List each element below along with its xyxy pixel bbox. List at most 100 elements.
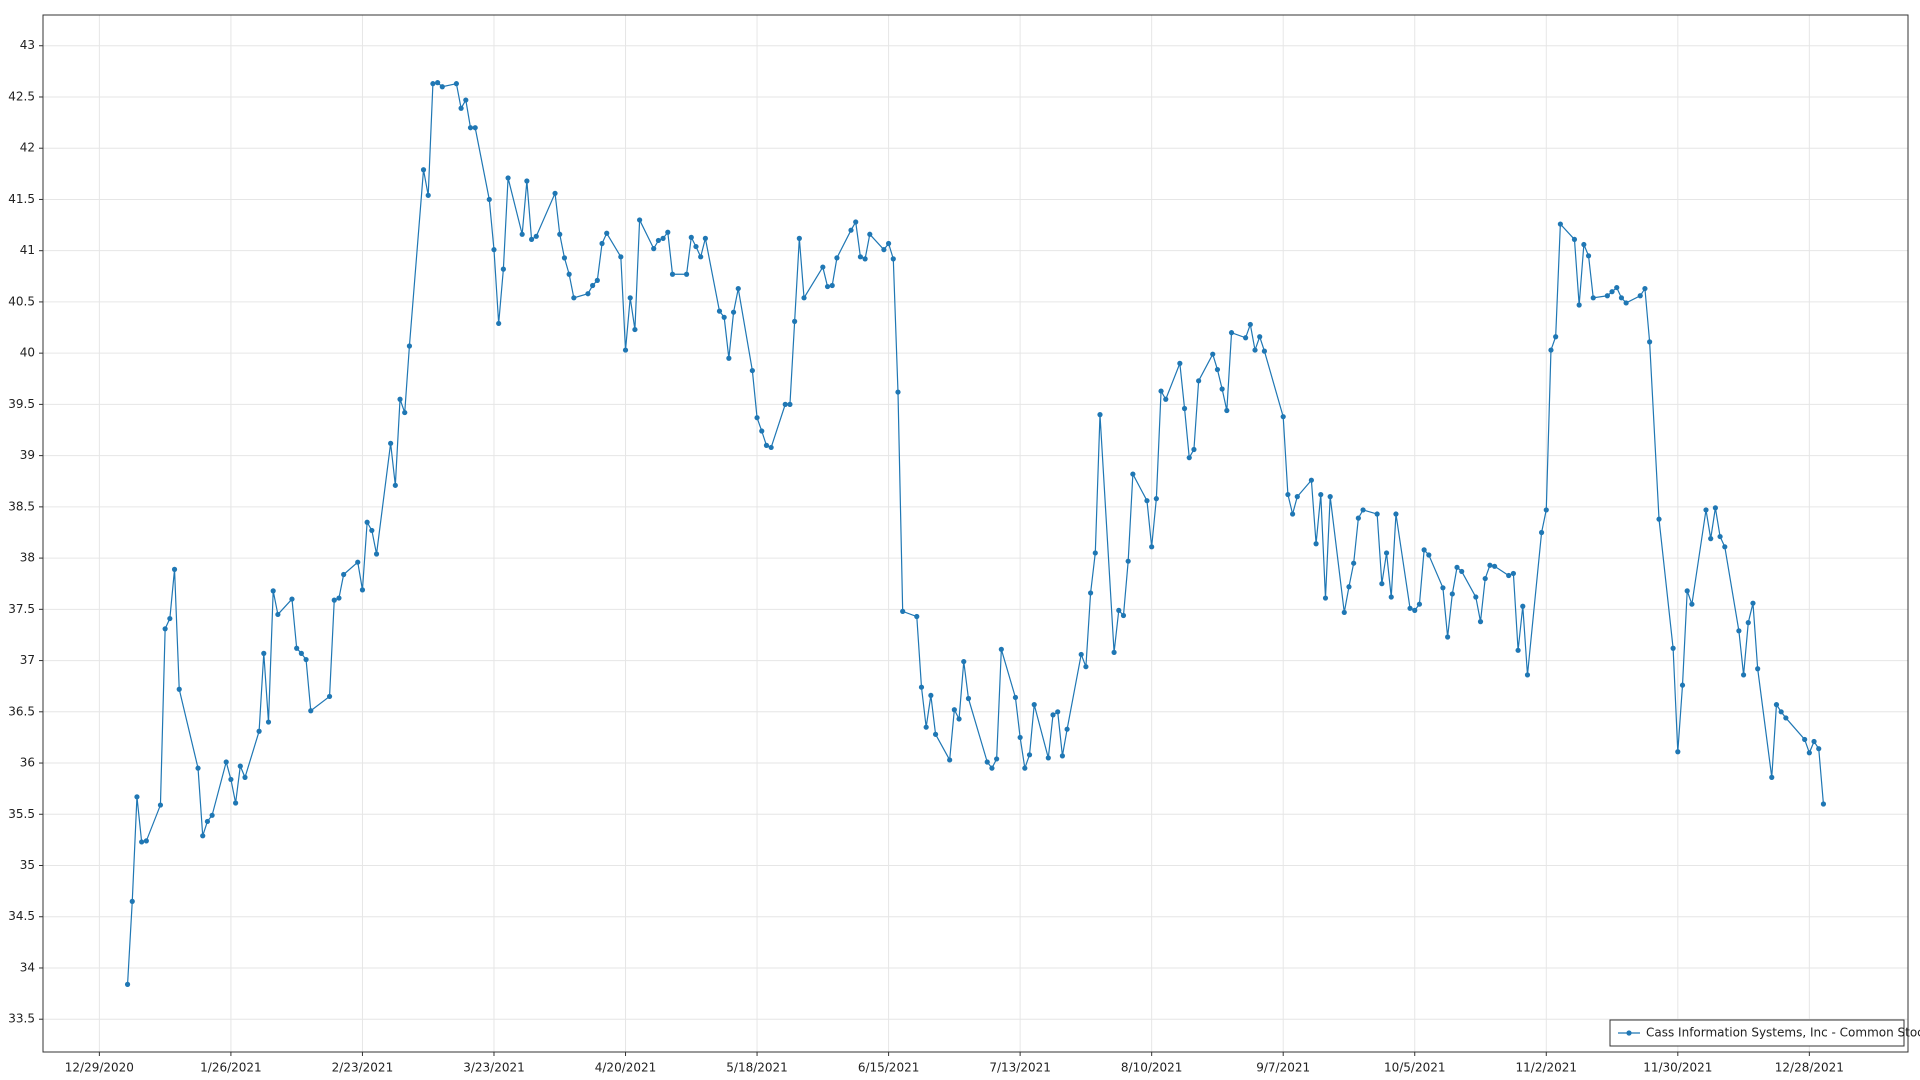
data-point — [1736, 628, 1742, 634]
data-point — [1341, 609, 1347, 616]
data-point — [1675, 749, 1681, 755]
data-point — [139, 839, 145, 845]
data-point — [397, 396, 403, 402]
data-point — [458, 105, 464, 111]
data-point — [1487, 562, 1493, 568]
data-point — [1426, 552, 1432, 558]
data-point — [1811, 738, 1817, 745]
x-tick-label: 11/2/2021 — [1516, 1061, 1578, 1075]
x-tick-label: 12/29/2020 — [65, 1061, 134, 1075]
data-point — [242, 774, 248, 780]
data-point — [1590, 295, 1596, 301]
data-point — [1243, 335, 1249, 341]
data-point — [134, 794, 140, 800]
data-point — [1163, 396, 1169, 402]
data-point — [1257, 334, 1263, 340]
data-point — [824, 283, 831, 290]
data-point — [998, 646, 1004, 652]
data-point — [223, 759, 229, 765]
data-point — [1421, 547, 1427, 553]
x-tick-label: 2/23/2021 — [332, 1061, 394, 1075]
x-tick-label: 3/23/2021 — [463, 1061, 525, 1075]
data-point — [1445, 634, 1451, 640]
data-point — [561, 255, 568, 261]
data-point — [505, 175, 511, 181]
data-point — [1214, 366, 1221, 373]
data-point — [1111, 649, 1117, 655]
data-point — [585, 291, 591, 297]
data-point — [1491, 563, 1498, 569]
data-point — [1614, 284, 1620, 291]
data-point — [1712, 505, 1718, 511]
data-point — [1116, 607, 1122, 613]
data-point — [1520, 603, 1526, 609]
y-tick-label: 39.5 — [8, 397, 35, 411]
data-point — [947, 757, 953, 763]
data-point — [1012, 694, 1019, 701]
data-point — [143, 838, 149, 844]
data-point — [1769, 774, 1775, 780]
data-point — [359, 587, 366, 593]
data-point — [1515, 647, 1521, 653]
data-point — [1289, 511, 1296, 517]
data-point — [1149, 544, 1155, 550]
data-point — [989, 765, 995, 771]
legend-label: Cass Information Systems, Inc - Common S… — [1646, 1026, 1920, 1040]
data-point — [1210, 351, 1216, 357]
data-point — [355, 559, 361, 565]
data-point — [932, 731, 939, 737]
data-point — [787, 401, 793, 407]
data-point — [571, 295, 577, 301]
data-point — [1689, 601, 1695, 607]
data-point — [1050, 712, 1056, 718]
data-point — [1482, 575, 1488, 582]
data-point — [829, 282, 835, 289]
data-point — [1031, 702, 1037, 708]
y-tick-label: 36 — [20, 756, 35, 770]
data-point — [1473, 594, 1479, 600]
data-point — [594, 277, 600, 283]
data-point — [1383, 550, 1390, 556]
data-point — [1346, 584, 1352, 590]
data-point — [1642, 285, 1648, 292]
data-point — [388, 440, 394, 446]
data-point — [1722, 544, 1728, 550]
data-point — [1684, 588, 1690, 594]
data-point — [749, 367, 755, 374]
data-point — [1806, 750, 1812, 756]
y-tick-label: 42 — [20, 141, 35, 155]
data-point — [965, 695, 972, 702]
data-point — [735, 285, 741, 292]
data-point — [763, 442, 770, 448]
data-point — [406, 343, 413, 349]
data-point — [1553, 334, 1559, 340]
data-point — [209, 812, 215, 818]
data-point — [1374, 511, 1380, 517]
data-point — [928, 692, 934, 699]
data-point — [1576, 302, 1582, 308]
data-point — [557, 231, 563, 237]
data-point — [618, 254, 624, 260]
data-point — [1247, 321, 1253, 328]
data-point — [204, 818, 211, 825]
data-point — [1449, 591, 1455, 597]
data-point — [491, 247, 497, 253]
data-point — [261, 650, 267, 656]
data-point — [1708, 536, 1714, 542]
data-point — [294, 645, 300, 651]
data-point — [228, 776, 234, 783]
data-point — [373, 551, 380, 557]
data-point — [702, 235, 708, 241]
data-point — [1327, 494, 1333, 500]
data-point — [1416, 601, 1423, 607]
data-point — [669, 271, 676, 277]
data-point — [1609, 289, 1615, 295]
data-point — [1750, 600, 1756, 606]
data-point — [683, 271, 690, 277]
y-tick-label: 41.5 — [8, 192, 35, 206]
data-point — [1294, 494, 1300, 500]
data-point — [1637, 293, 1643, 299]
data-point — [289, 596, 295, 602]
data-point — [759, 428, 765, 434]
